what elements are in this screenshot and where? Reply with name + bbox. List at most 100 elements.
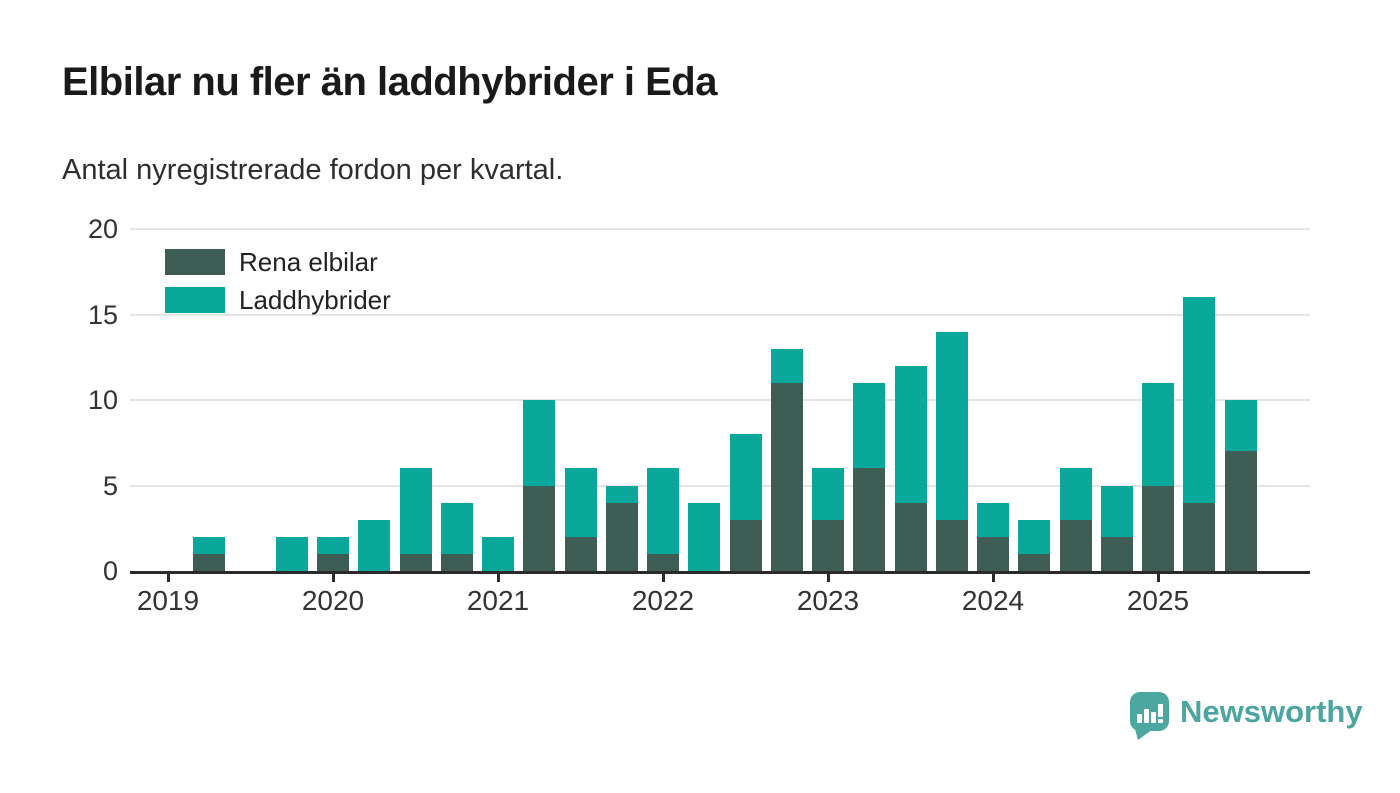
y-axis-label-0: 0 <box>102 556 118 586</box>
bar-2019-q2 <box>193 229 226 571</box>
bar-segment-laddhybrider <box>317 536 349 554</box>
bar-chart: 0 5 10 15 20 Rena elbilar Laddhybrider 2019 2… <box>0 214 1400 616</box>
bar-segment-rena-elbilar <box>1059 519 1092 571</box>
bar-segment-rena-elbilar <box>770 382 803 571</box>
legend-label-rena-elbilar: Rena elbilar <box>239 247 378 277</box>
legend-item-laddhybrider: Laddhybrider <box>165 287 391 313</box>
bar-2025-q3 <box>1224 229 1257 571</box>
bar-2023-q3 <box>894 229 927 571</box>
bar-2022-q1 <box>647 229 679 571</box>
bar-segment-laddhybrider <box>275 536 308 571</box>
bar-segment-laddhybrider <box>935 331 968 520</box>
y-axis-label-5: 5 <box>102 470 118 501</box>
bar-segment-rena-elbilar <box>317 553 349 571</box>
bar-segment-laddhybrider <box>399 468 432 554</box>
bar-segment-laddhybrider <box>193 536 226 554</box>
bar-2021-q4 <box>605 229 638 571</box>
bar-segment-laddhybrider <box>688 502 721 571</box>
bar-segment-rena-elbilar <box>894 502 927 571</box>
y-axis-label-20: 20 <box>87 214 118 244</box>
x-axis-label-2019: 2019 <box>136 585 200 616</box>
x-axis-label-2023: 2023 <box>796 585 860 616</box>
logo-barchart-icon <box>1130 692 1169 731</box>
bar-segment-rena-elbilar <box>1183 502 1216 571</box>
bar-segment-rena-elbilar <box>729 519 762 571</box>
bar-2024-q4 <box>1100 229 1133 571</box>
gridline-15 <box>130 313 1310 316</box>
y-axis-label-15: 15 <box>87 299 118 330</box>
bar-segment-laddhybrider <box>1183 297 1216 503</box>
bar-segment-laddhybrider <box>564 468 597 537</box>
bar-segment-rena-elbilar <box>935 519 968 571</box>
x-axis-label-2021: 2021 <box>466 585 530 616</box>
bar-segment-rena-elbilar <box>1100 536 1133 571</box>
legend-swatch-rena-elbilar-icon <box>165 249 225 275</box>
x-tick-2020 <box>331 571 335 582</box>
bar-segment-rena-elbilar <box>440 553 473 571</box>
bar-segment-laddhybrider <box>523 400 556 486</box>
bar-2023-q1 <box>812 229 844 571</box>
bar-segment-laddhybrider <box>1142 382 1174 486</box>
bar-2024-q2 <box>1018 229 1051 571</box>
bar-segment-rena-elbilar <box>812 519 844 571</box>
bar-2023-q2 <box>853 229 886 571</box>
x-axis-label-2024: 2024 <box>961 585 1025 616</box>
bar-2024-q3 <box>1059 229 1092 571</box>
bar-segment-laddhybrider <box>647 468 679 554</box>
bar-segment-rena-elbilar <box>564 536 597 571</box>
bar-segment-laddhybrider <box>1100 485 1133 537</box>
bar-2020-q3 <box>399 229 432 571</box>
bar-2024-q1 <box>977 229 1009 571</box>
bar-segment-laddhybrider <box>482 536 514 571</box>
bar-segment-laddhybrider <box>977 502 1009 537</box>
bar-2022-q3 <box>729 229 762 571</box>
bar-segment-laddhybrider <box>605 485 638 503</box>
bar-segment-rena-elbilar <box>193 553 226 571</box>
legend-label-laddhybrider: Laddhybrider <box>239 285 391 315</box>
bar-segment-rena-elbilar <box>853 468 886 571</box>
bar-2020-q4 <box>440 229 473 571</box>
x-axis-label-2022: 2022 <box>631 585 695 616</box>
chart-title: Elbilar nu fler än laddhybrider i Eda <box>62 60 717 104</box>
bar-2021-q2 <box>523 229 556 571</box>
bar-2019-q4 <box>275 229 308 571</box>
bar-segment-rena-elbilar <box>1018 553 1051 571</box>
legend-item-rena-elbilar: Rena elbilar <box>165 249 391 275</box>
x-tick-2022 <box>661 571 665 582</box>
x-tick-2019 <box>166 571 170 582</box>
bar-segment-rena-elbilar <box>605 502 638 571</box>
bar-segment-laddhybrider <box>440 502 473 554</box>
y-axis-labels: 0 5 10 15 20 <box>0 214 118 586</box>
legend-swatch-laddhybrider-icon <box>165 287 225 313</box>
bar-2022-q2 <box>688 229 721 571</box>
newsworthy-logo-icon <box>1130 692 1169 740</box>
bar-segment-laddhybrider <box>770 348 803 383</box>
x-tick-2023 <box>826 571 830 582</box>
chart-subtitle: Antal nyregistrerade fordon per kvartal. <box>62 154 564 186</box>
bar-segment-laddhybrider <box>1018 519 1051 554</box>
bar-segment-laddhybrider <box>1224 400 1257 452</box>
legend: Rena elbilar Laddhybrider <box>165 249 391 325</box>
bar-2023-q4 <box>935 229 968 571</box>
bar-segment-rena-elbilar <box>1142 485 1174 571</box>
bar-2025-q2 <box>1183 229 1216 571</box>
bar-2021-q3 <box>564 229 597 571</box>
bar-2020-q2 <box>358 229 391 571</box>
bar-segment-laddhybrider <box>894 365 927 503</box>
newsworthy-brand-text: Newsworthy <box>1180 694 1363 729</box>
y-axis-label-10: 10 <box>87 385 118 415</box>
gridline-10 <box>130 399 1310 401</box>
bar-2020-q1 <box>317 229 349 571</box>
bar-segment-laddhybrider <box>358 519 391 571</box>
x-tick-2024 <box>991 571 995 582</box>
bar-segment-rena-elbilar <box>977 536 1009 571</box>
bar-segment-rena-elbilar <box>523 485 556 571</box>
bar-segment-laddhybrider <box>812 468 844 520</box>
bar-segment-rena-elbilar <box>399 553 432 571</box>
x-tick-2021 <box>496 571 500 582</box>
gridline-20 <box>130 228 1310 230</box>
plot-area: Rena elbilar Laddhybrider 2019 2020 2021 20… <box>130 228 1310 616</box>
logo-tail <box>1135 729 1153 740</box>
gridline-5 <box>130 484 1310 487</box>
